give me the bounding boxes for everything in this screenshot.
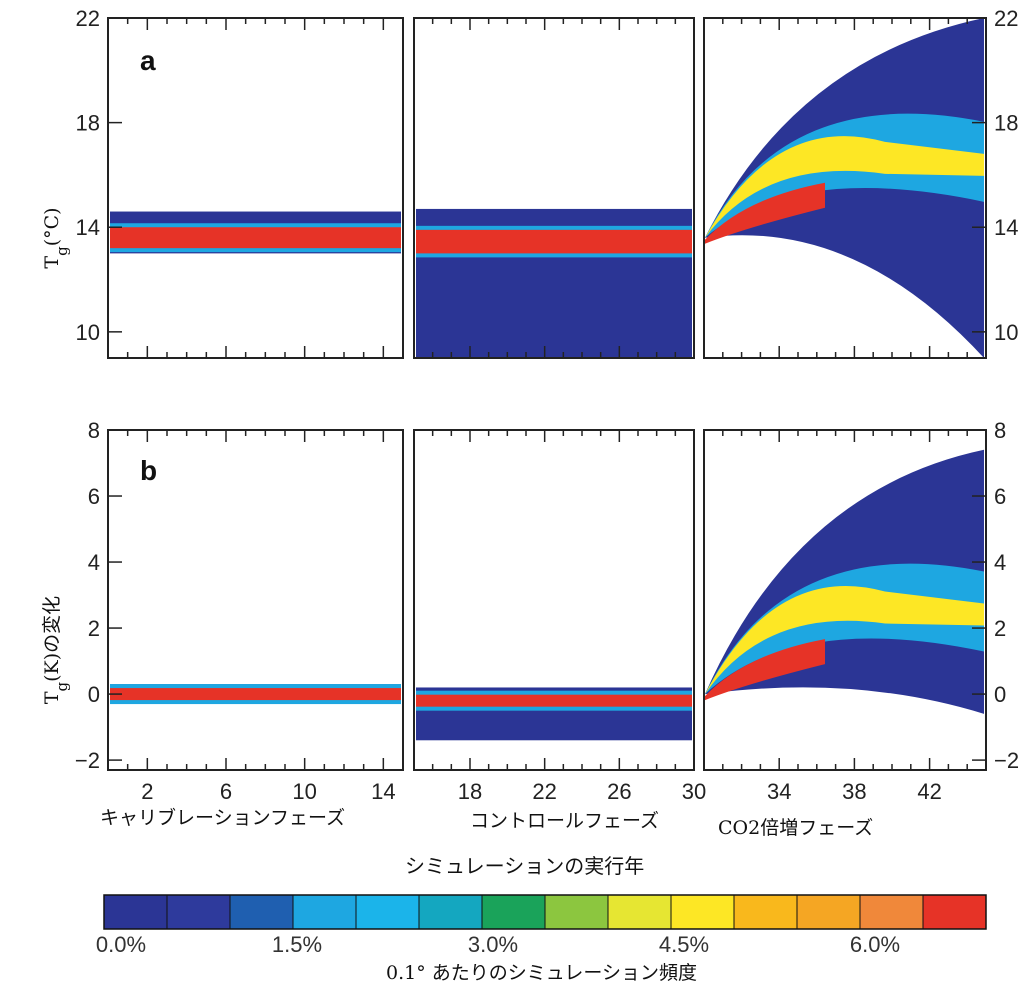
y-tick-label-right: 14 [994, 215, 1018, 240]
x-tick-label: 10 [292, 779, 316, 804]
y-tick-label-right: 2 [994, 616, 1006, 641]
density-fan-yellow [705, 586, 984, 695]
colorbar-swatch [481, 894, 546, 930]
x-tick-label: 34 [767, 779, 791, 804]
x-tick-label: 6 [220, 779, 232, 804]
colorbar-swatch [544, 894, 609, 930]
density-band-core [416, 694, 692, 707]
colorbar-swatch [796, 894, 861, 930]
panel-letter: a [140, 45, 156, 76]
density-band-core [110, 688, 401, 701]
subplot-frame [703, 17, 987, 359]
colorbar-label: 0.1° あたりのシミュレーション頻度 [386, 962, 697, 984]
y-axis-label-unit: (°C) [41, 207, 63, 246]
y-axis-label-main: T [41, 691, 63, 704]
y-tick-label-left: 2 [88, 616, 100, 641]
colorbar-tick-label: 3.0% [468, 932, 518, 957]
colorbar-swatch [166, 894, 231, 930]
y-axis-label-unit: (K)の変化 [41, 596, 63, 682]
subplot-frame [703, 429, 987, 771]
y-axis-label-subscript: g [53, 681, 71, 691]
density-fan-mid [705, 113, 984, 238]
phase-label-calibration: キャリブレーションフェーズ [100, 806, 345, 829]
subplot-frame [413, 17, 695, 359]
colorbar-swatch [670, 894, 735, 930]
density-band-core [110, 227, 401, 249]
colorbar-swatch [355, 894, 420, 930]
y-tick-label-left: 22 [76, 6, 100, 31]
colorbar-frame [103, 894, 987, 930]
x-tick-label: 18 [458, 779, 482, 804]
colorbar-swatch [103, 894, 168, 930]
x-axis: 2 6 10 14 18 22 26 30 34 38 42 [141, 779, 942, 804]
colorbar-swatch [292, 894, 357, 930]
density-band-core [416, 229, 692, 254]
panel-letter: b [140, 455, 157, 486]
y-tick-label-left: 14 [76, 215, 100, 240]
x-tick-label: 30 [682, 779, 706, 804]
y-axis-label-subscript: g [53, 246, 71, 256]
x-tick-label: 38 [842, 779, 866, 804]
y-tick-label-left: 10 [76, 320, 100, 345]
y-tick-label-right: 8 [994, 418, 1006, 443]
colorbar-swatch [733, 894, 798, 930]
colorbar-swatch [607, 894, 672, 930]
colorbar-tick-label: 1.5% [272, 932, 322, 957]
panel-b: −2 −2 0 0 2 2 4 4 6 6 8 8 b Tg(K)の変化 [41, 418, 1019, 773]
subplot-frame [107, 17, 404, 359]
y-tick-label-left: 18 [76, 111, 100, 136]
colorbar-tick-label: 0.0% [96, 932, 146, 957]
colorbar-tick-label: 4.5% [659, 932, 709, 957]
subplot-frame [413, 429, 695, 771]
y-tick-label-right: 22 [994, 6, 1018, 31]
x-tick-label: 22 [532, 779, 556, 804]
y-tick-label-left: 4 [88, 550, 100, 575]
y-tick-label-right: 0 [994, 682, 1006, 707]
y-tick-label-right: 6 [994, 484, 1006, 509]
y-tick-label-left: 0 [88, 682, 100, 707]
x-tick-label: 14 [371, 779, 395, 804]
subplot-frame [107, 429, 404, 771]
x-tick-label: 42 [917, 779, 941, 804]
panel-a: 10 10 14 14 18 18 22 22 a Tg(°C) [41, 6, 1018, 359]
density-fan-yellow [705, 136, 984, 238]
y-tick-label-left: 8 [88, 418, 100, 443]
y-tick-label-right: 10 [994, 320, 1018, 345]
phase-label-control: コントロールフェーズ [470, 810, 659, 832]
y-axis-label-main: T [41, 256, 63, 269]
colorbar-swatch [859, 894, 924, 930]
y-axis-label: Tg(K)の変化 [41, 596, 71, 704]
y-tick-label-right: 4 [994, 550, 1006, 575]
y-axis-label: Tg(°C) [41, 207, 71, 268]
colorbar-swatch [229, 894, 294, 930]
y-tick-label-right: 18 [994, 111, 1018, 136]
density-fan-core [705, 182, 825, 244]
x-axis-label: シミュレーションの実行年 [405, 854, 644, 878]
y-tick-label-left: 6 [88, 484, 100, 509]
colorbar-swatch [922, 894, 987, 930]
density-fan-core [705, 639, 825, 701]
colorbar-tick-label: 6.0% [850, 932, 900, 957]
y-tick-label-right: −2 [994, 748, 1019, 773]
phase-label-co2: CO2倍増フェーズ [718, 817, 873, 839]
x-tick-label: 26 [607, 779, 631, 804]
x-tick-label: 2 [141, 779, 153, 804]
y-tick-label-left: −2 [75, 748, 100, 773]
colorbar: 0.0% 1.5% 3.0% 4.5% 6.0% [96, 894, 987, 957]
colorbar-swatch [418, 894, 483, 930]
